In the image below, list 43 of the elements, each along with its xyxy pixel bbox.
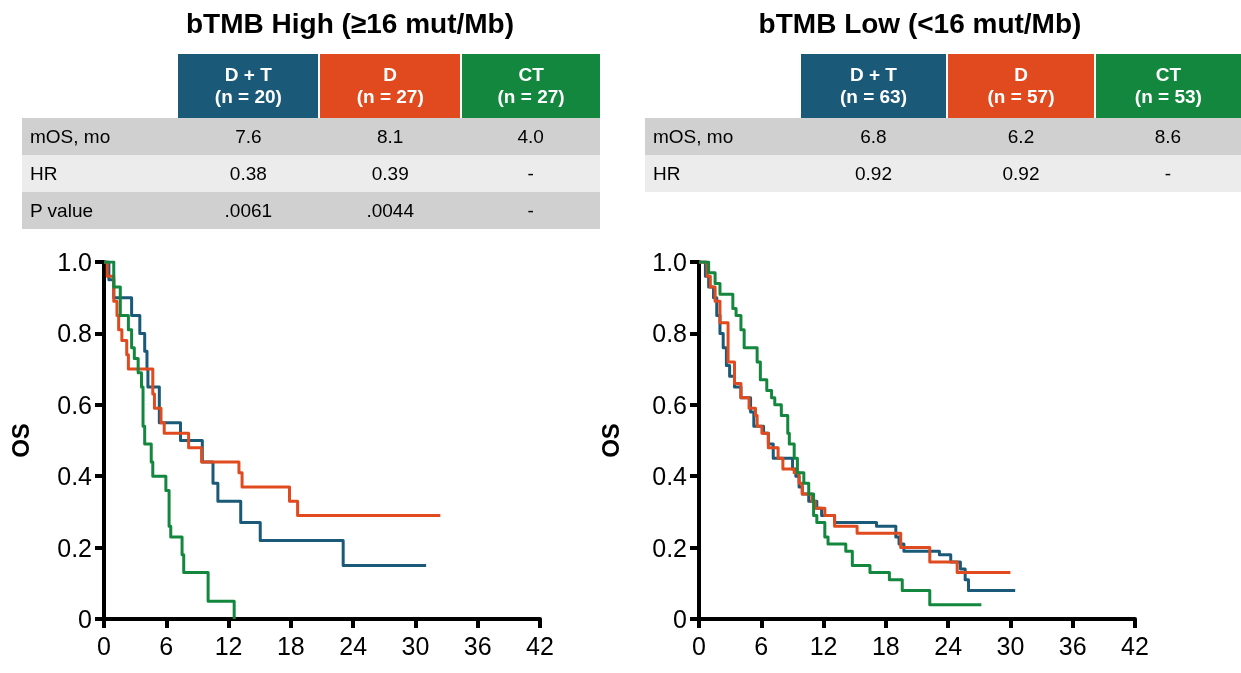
text: D + T (n = 63) bbox=[799, 54, 948, 118]
y-tick-label: 0.2 bbox=[57, 533, 92, 562]
x-tick-label: 30 bbox=[996, 631, 1025, 660]
y-tick-label: 1.0 bbox=[652, 248, 687, 276]
x-tick-label: 36 bbox=[1058, 631, 1087, 660]
x-tick-label: 36 bbox=[463, 631, 492, 660]
x-tick-label: 42 bbox=[526, 631, 554, 660]
x-tick-label: 18 bbox=[871, 631, 900, 660]
chart-title: bTMB High (≥16 mut/Mb) bbox=[185, 8, 515, 40]
y-axis-title: OS bbox=[596, 423, 624, 458]
x-tick-label: 24 bbox=[339, 631, 368, 660]
table-row: HR 0.92 0.92 - bbox=[645, 155, 1241, 192]
text: CT (n = 53) bbox=[1094, 54, 1241, 118]
x-tick-label: 6 bbox=[754, 631, 769, 660]
table-row: P value .0061 .0044 - bbox=[22, 192, 600, 229]
text: CT (n = 27) bbox=[461, 54, 600, 118]
y-tick-label: 0.6 bbox=[57, 390, 92, 419]
y-axis-title: OS bbox=[6, 423, 34, 458]
x-tick-label: 0 bbox=[692, 631, 706, 660]
y-tick-label: 0.4 bbox=[652, 462, 688, 491]
x-tick-label: 24 bbox=[934, 631, 963, 660]
y-tick-label: 0.4 bbox=[57, 462, 93, 491]
x-tick-label: 42 bbox=[1121, 631, 1149, 660]
text: D (n = 57) bbox=[947, 54, 1095, 118]
y-tick-label: 0.8 bbox=[652, 319, 687, 348]
x-tick-label: 6 bbox=[159, 631, 174, 660]
x-tick-label: 12 bbox=[809, 631, 838, 660]
text: D (n = 27) bbox=[319, 54, 462, 118]
y-tick-label: 0 bbox=[673, 605, 687, 633]
y-tick-label: 0.2 bbox=[652, 533, 687, 562]
table-row: mOS, mo 7.6 8.1 4.0 bbox=[22, 118, 600, 155]
y-tick-label: 0.6 bbox=[652, 390, 687, 419]
y-tick-label: 0 bbox=[78, 605, 92, 633]
y-tick-label: 0.8 bbox=[57, 319, 92, 348]
text: D + T (n = 20) bbox=[177, 54, 320, 118]
x-tick-label: 18 bbox=[276, 631, 305, 660]
x-tick-label: 30 bbox=[401, 631, 430, 660]
chart-title: bTMB Low (<16 mut/Mb) bbox=[757, 8, 1083, 40]
x-tick-label: 12 bbox=[214, 631, 243, 660]
table-row: HR 0.38 0.39 - bbox=[22, 155, 600, 192]
y-tick-label: 1.0 bbox=[57, 248, 92, 276]
x-tick-label: 0 bbox=[97, 631, 111, 660]
table-row: mOS, mo 6.8 6.2 8.6 bbox=[645, 118, 1241, 155]
